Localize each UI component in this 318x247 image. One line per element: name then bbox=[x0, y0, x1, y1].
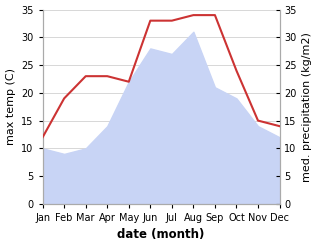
Y-axis label: max temp (C): max temp (C) bbox=[5, 68, 16, 145]
Y-axis label: med. precipitation (kg/m2): med. precipitation (kg/m2) bbox=[302, 32, 313, 182]
X-axis label: date (month): date (month) bbox=[117, 228, 205, 242]
